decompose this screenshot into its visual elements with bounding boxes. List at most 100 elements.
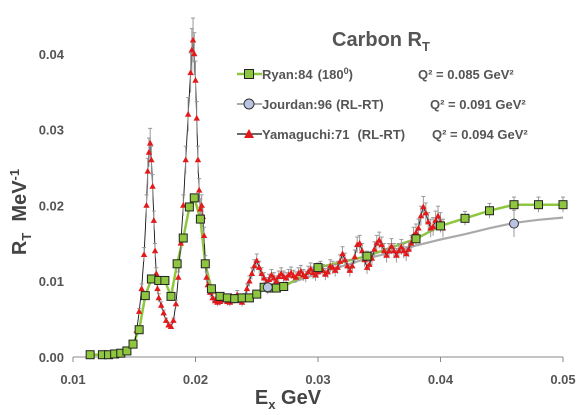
data-point-yamaguchi: [149, 183, 156, 189]
data-point-yamaguchi: [339, 250, 346, 257]
data-point-yamaguchi: [412, 229, 420, 236]
data-point-yamaguchi: [287, 269, 295, 276]
y-tick-label: 0.03: [39, 123, 64, 138]
data-point-yamaguchi: [405, 245, 412, 252]
data-point-yamaguchi: [385, 247, 393, 254]
data-point-yamaguchi: [256, 264, 263, 270]
data-point-yamaguchi: [331, 267, 339, 273]
data-point-yamaguchi: [307, 265, 314, 272]
legend-name-jourdan: Jourdan:96: [262, 97, 332, 112]
y-tick-label: 0.01: [39, 274, 64, 289]
data-point-yamaguchi: [150, 217, 158, 223]
data-point-yamaguchi: [143, 201, 150, 208]
legend-note-end-ryan: ): [349, 67, 353, 82]
legend-label-ryan: Ryan:84 (1800): [262, 66, 353, 82]
data-point-yamaguchi: [366, 261, 373, 267]
data-point-ryan: [222, 293, 232, 303]
chart-title-main: Carbon R: [332, 29, 423, 51]
data-point-ryan: [252, 289, 262, 299]
markers: [85, 36, 568, 360]
data-point-ryan: [178, 233, 188, 243]
y-axis-label: RT MeV-1: [7, 169, 34, 255]
y-tick-label: 0.04: [39, 47, 65, 62]
x-axis-label: Ex GeV: [255, 387, 322, 412]
data-point-ryan: [134, 325, 144, 335]
data-point-yamaguchi: [297, 267, 305, 274]
data-point-yamaguchi: [246, 277, 253, 284]
data-point-yamaguchi: [182, 156, 189, 163]
data-point-yamaguchi: [429, 223, 437, 229]
data-point-yamaguchi: [154, 285, 161, 292]
data-point-yamaguchi: [302, 273, 309, 279]
data-point-yamaguchi: [146, 139, 154, 146]
data-point-ryan: [195, 214, 205, 224]
data-point-yamaguchi: [189, 36, 197, 43]
legend-entry-yamaguchi: Yamaguchi:71 (RL-RT) Q² = 0.094 GeV²: [237, 127, 528, 142]
data-point-yamaguchi: [346, 267, 354, 273]
data-point-yamaguchi: [398, 243, 405, 250]
data-point-yamaguchi: [194, 156, 202, 163]
data-point-ryan: [166, 291, 176, 301]
data-point-yamaguchi: [415, 224, 422, 231]
data-point-yamaguchi: [192, 76, 199, 83]
data-point-yamaguchi: [324, 268, 331, 275]
data-point-yamaguchi: [260, 274, 268, 281]
data-point-yamaguchi: [270, 274, 278, 281]
data-point-ryan: [558, 200, 568, 210]
data-point-ryan: [184, 202, 194, 212]
data-point-yamaguchi: [334, 264, 341, 270]
data-point-ryan: [237, 293, 247, 303]
data-point-yamaguchi: [356, 239, 363, 246]
data-point-yamaguchi: [351, 253, 358, 260]
legend-entry-jourdan: Jourdan:96 (RL-RT) Q² = 0.091 GeV²: [237, 97, 526, 112]
data-point-yamaguchi: [184, 111, 192, 117]
data-point-ryan: [172, 259, 182, 269]
data-point-yamaguchi: [378, 241, 385, 248]
x-tick-label: 0.03: [305, 372, 330, 387]
legend-note-jourdan: (RL-RT): [336, 97, 384, 112]
data-point-yamaguchi: [135, 308, 143, 314]
data-point-yamaguchi: [155, 294, 162, 301]
chart-title: Carbon RT: [332, 29, 430, 54]
data-point-ryan: [485, 206, 494, 216]
data-point-ryan: [128, 339, 138, 349]
x-axis-label-main: E: [255, 387, 268, 409]
data-point-yamaguchi: [390, 247, 398, 254]
x-axis-label-unit: GeV: [281, 387, 322, 409]
data-point-yamaguchi: [371, 245, 378, 252]
data-point-yamaguchi: [278, 270, 285, 276]
data-point-yamaguchi: [158, 301, 165, 308]
legend-name-yamaguchi: Yamaguchi:71: [262, 127, 349, 142]
series-line-yamaguchi: [133, 40, 444, 346]
data-point-yamaguchi: [354, 241, 361, 248]
data-point-yamaguchi: [170, 317, 177, 323]
data-point-ryan: [509, 200, 519, 210]
legend-note-yamaguchi: (RL-RT): [357, 127, 405, 142]
data-point-yamaguchi: [425, 218, 432, 225]
legend-label-jourdan: Jourdan:96 (RL-RT): [262, 97, 384, 112]
chart-title-sub: T: [422, 39, 430, 54]
data-point-yamaguchi: [265, 276, 273, 283]
data-point-yamaguchi: [388, 242, 395, 249]
data-point-yamaguchi: [138, 285, 145, 292]
data-point-yamaguchi: [193, 114, 200, 121]
data-point-yamaguchi: [344, 262, 351, 269]
legend-name-ryan: Ryan:84: [262, 67, 313, 82]
x-axis: 0.01 0.02 0.03 0.04 0.05: [60, 357, 576, 387]
data-point-yamaguchi: [282, 274, 290, 281]
x-tick-label: 0.05: [550, 372, 575, 387]
data-point-yamaguchi: [349, 262, 356, 269]
data-point-ryan: [140, 291, 150, 301]
y-axis: 0.00 0.01 0.02 0.03 0.04: [39, 47, 65, 365]
data-point-yamaguchi: [434, 212, 442, 219]
data-point-ryan: [160, 275, 170, 285]
data-point-ryan: [230, 294, 240, 304]
data-point-yamaguchi: [172, 300, 180, 307]
data-point-yamaguchi: [145, 148, 153, 155]
data-point-ryan: [362, 251, 372, 261]
legend-swatch-marker-ryan: [244, 69, 254, 79]
data-point-yamaguchi: [140, 251, 148, 257]
data-point-ryan: [200, 259, 210, 269]
data-point-ryan: [189, 193, 199, 203]
